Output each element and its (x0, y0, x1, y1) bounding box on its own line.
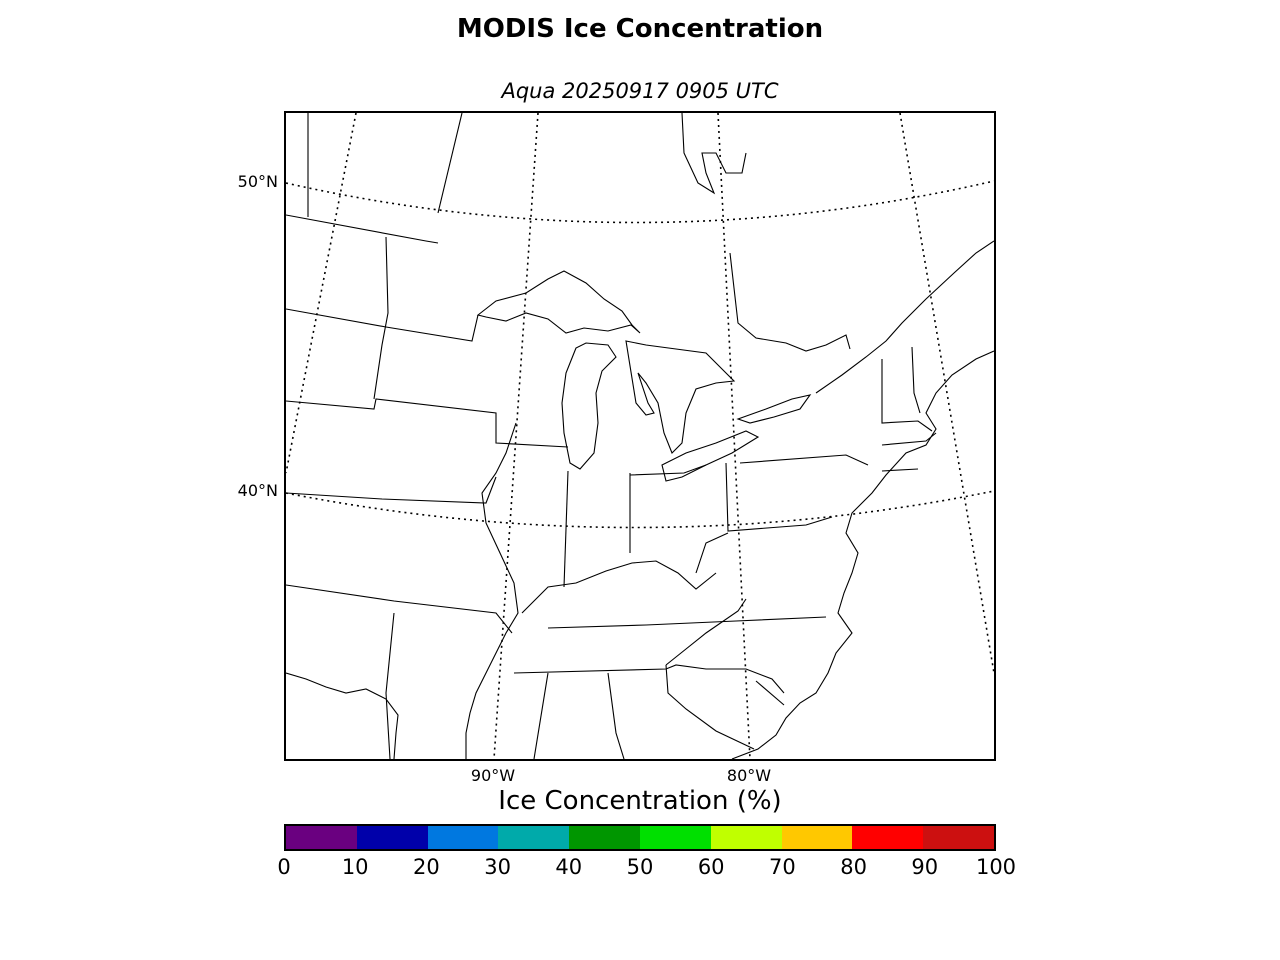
state-border-7 (533, 672, 549, 759)
state-border-6 (513, 664, 785, 694)
colorbar-segment (923, 826, 994, 849)
colorbar-segment (286, 826, 357, 849)
colorbar-segment (427, 826, 499, 849)
state-border-24 (665, 664, 755, 750)
james-bay-shore (729, 252, 851, 352)
graticule-lat-40n (286, 490, 994, 529)
graticule-lon-70w (899, 113, 994, 674)
colorbar-tick-label: 60 (697, 855, 725, 879)
colorbar-label: Ice Concentration (%) (498, 786, 782, 816)
state-border-16 (881, 432, 937, 446)
map-canvas (286, 113, 994, 759)
colorbar-segment (569, 826, 640, 849)
state-border-21 (437, 113, 463, 214)
lon-label-80w: 80°W (726, 766, 772, 785)
colorbar-tick-label: 20 (413, 855, 440, 879)
state-border-14 (739, 454, 869, 466)
state-border-12 (629, 464, 707, 476)
graticule-lon-90w (493, 113, 539, 759)
state-border-canada-us (286, 214, 439, 244)
graticule-lat-50n (286, 180, 994, 224)
state-border-22 (665, 598, 747, 666)
state-border-13 (725, 462, 833, 532)
state-border-15 (881, 359, 933, 432)
colorbar-tick-label: 40 (555, 855, 583, 879)
colorbar-segment (356, 826, 428, 849)
chart-title: MODIS Ice Concentration (456, 14, 824, 44)
state-border-4 (286, 584, 513, 634)
colorbar-tick-label: 50 (626, 855, 654, 879)
state-border-17 (881, 468, 919, 472)
colorbar-segment (781, 826, 853, 849)
state-border-9 (547, 616, 827, 629)
colorbar-tick-label: 90 (911, 855, 939, 879)
gulf-coast (286, 672, 399, 759)
chart-subtitle: Aqua 20250917 0905 UTC (501, 79, 779, 103)
colorbar-segment (710, 826, 782, 849)
map-borders (286, 113, 994, 759)
colorbar-tick-label: 0 (277, 855, 291, 879)
lake-ontario-shore (736, 394, 812, 424)
colorbar-tick-label: 30 (484, 855, 511, 879)
lon-label-90w: 90°W (470, 766, 516, 785)
colorbar-segment (852, 826, 924, 849)
lake-superior-shore (476, 270, 641, 334)
lat-label-40n: 40°N (237, 481, 278, 500)
state-border-5 (385, 612, 395, 759)
state-border-25 (755, 680, 785, 706)
colorbar-tick-label: 80 (840, 855, 867, 879)
state-border-2 (286, 398, 569, 448)
colorbar-segment (498, 826, 570, 849)
lat-label-50n: 50°N (237, 172, 278, 191)
graticule-lon-100w (286, 113, 357, 474)
state-border-8 (607, 672, 625, 759)
ohio-river (521, 560, 717, 614)
hudson-bay-shore (681, 113, 747, 195)
state-border-23 (695, 532, 729, 574)
st-lawrence-shore (815, 240, 994, 394)
colorbar-tick-label: 70 (769, 855, 796, 879)
atlantic-coast (731, 350, 994, 759)
lake-michigan-shore (561, 342, 617, 470)
state-border-1 (286, 308, 479, 342)
graticule (286, 113, 994, 759)
colorbar-tick-label: 100 (975, 855, 1017, 879)
state-border-18 (911, 346, 921, 414)
mississippi-river (465, 422, 519, 759)
colorbar-segment (639, 826, 711, 849)
lake-erie-shore (661, 430, 760, 482)
state-border-10 (563, 470, 569, 588)
state-border-3 (286, 476, 497, 504)
colorbar-tick-label: 10 (341, 855, 369, 879)
map-panel (284, 111, 996, 761)
state-border-19 (373, 236, 389, 400)
lake-huron-shore (625, 340, 736, 454)
colorbar (284, 824, 996, 851)
